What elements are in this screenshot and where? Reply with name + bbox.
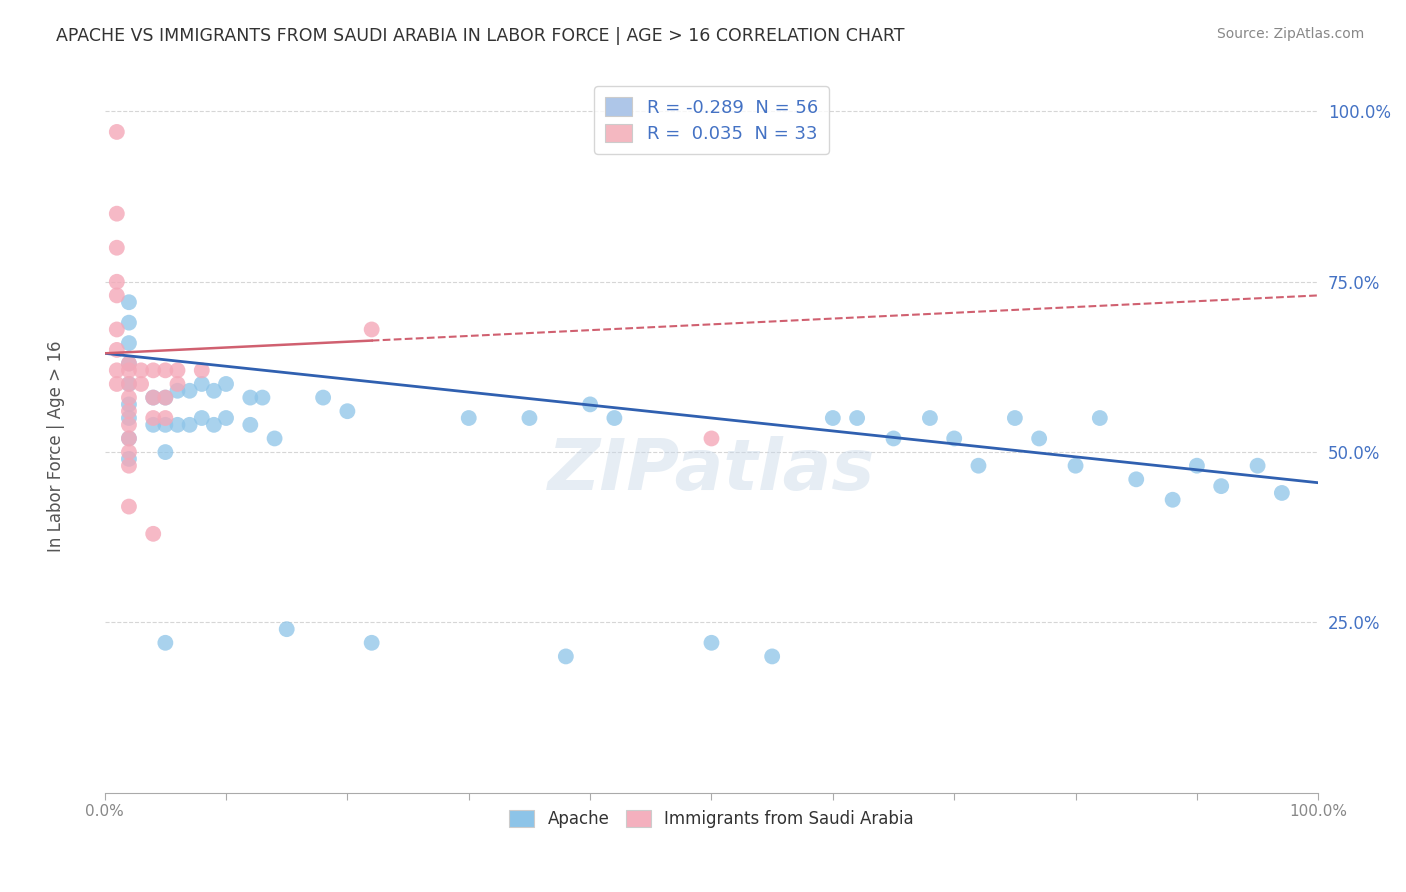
Point — [118, 391, 141, 405]
Point — [166, 417, 188, 432]
Point — [118, 432, 141, 446]
Point — [155, 411, 177, 425]
Text: ZIPatlas: ZIPatlas — [548, 436, 875, 505]
Point — [215, 376, 238, 391]
Point — [118, 445, 141, 459]
Point — [239, 391, 262, 405]
Point — [603, 411, 626, 425]
Point — [166, 363, 188, 377]
Legend: Apache, Immigrants from Saudi Arabia: Apache, Immigrants from Saudi Arabia — [502, 803, 921, 834]
Point — [554, 649, 576, 664]
Point — [883, 432, 905, 446]
Point — [263, 432, 285, 446]
Point — [118, 451, 141, 466]
Point — [105, 376, 128, 391]
Point — [821, 411, 844, 425]
Point — [179, 384, 201, 398]
Point — [118, 376, 141, 391]
Point — [155, 363, 177, 377]
Point — [179, 417, 201, 432]
Point — [1004, 411, 1026, 425]
Point — [579, 397, 602, 411]
Point — [118, 363, 141, 377]
Point — [142, 363, 165, 377]
Point — [1028, 432, 1050, 446]
Point — [105, 288, 128, 302]
Point — [166, 376, 188, 391]
Point — [1125, 472, 1147, 486]
Point — [118, 336, 141, 351]
Point — [142, 411, 165, 425]
Point — [155, 391, 177, 405]
Point — [118, 295, 141, 310]
Point — [215, 411, 238, 425]
Point — [155, 445, 177, 459]
Point — [105, 343, 128, 357]
Point — [336, 404, 359, 418]
Point — [457, 411, 479, 425]
Text: Source: ZipAtlas.com: Source: ZipAtlas.com — [1216, 27, 1364, 41]
Point — [118, 376, 141, 391]
Point — [118, 357, 141, 371]
Point — [943, 432, 966, 446]
Point — [155, 636, 177, 650]
Point — [1185, 458, 1208, 473]
Point — [761, 649, 783, 664]
Point — [191, 376, 214, 391]
Point — [967, 458, 990, 473]
Point — [202, 417, 225, 432]
Point — [118, 458, 141, 473]
Point — [519, 411, 541, 425]
Point — [1088, 411, 1111, 425]
Point — [166, 384, 188, 398]
Point — [360, 636, 382, 650]
Point — [155, 391, 177, 405]
Point — [118, 357, 141, 371]
Point — [191, 411, 214, 425]
Text: In Labor Force | Age > 16: In Labor Force | Age > 16 — [48, 340, 65, 552]
Point — [239, 417, 262, 432]
Point — [118, 500, 141, 514]
Point — [105, 241, 128, 255]
Point — [118, 411, 141, 425]
Point — [118, 404, 141, 418]
Point — [155, 417, 177, 432]
Point — [191, 363, 214, 377]
Text: APACHE VS IMMIGRANTS FROM SAUDI ARABIA IN LABOR FORCE | AGE > 16 CORRELATION CHA: APACHE VS IMMIGRANTS FROM SAUDI ARABIA I… — [56, 27, 904, 45]
Point — [312, 391, 335, 405]
Point — [105, 322, 128, 336]
Point — [118, 417, 141, 432]
Point — [129, 376, 152, 391]
Point — [252, 391, 274, 405]
Point — [142, 417, 165, 432]
Point — [1161, 492, 1184, 507]
Point — [1064, 458, 1087, 473]
Point — [918, 411, 941, 425]
Point — [105, 207, 128, 221]
Point — [202, 384, 225, 398]
Point — [700, 636, 723, 650]
Point — [118, 316, 141, 330]
Point — [846, 411, 869, 425]
Point — [118, 397, 141, 411]
Point — [360, 322, 382, 336]
Point — [142, 526, 165, 541]
Point — [1271, 486, 1294, 500]
Point — [700, 432, 723, 446]
Point — [129, 363, 152, 377]
Point — [1211, 479, 1233, 493]
Point — [142, 391, 165, 405]
Point — [276, 622, 298, 636]
Point — [105, 125, 128, 139]
Point — [105, 275, 128, 289]
Point — [118, 432, 141, 446]
Point — [142, 391, 165, 405]
Point — [1246, 458, 1268, 473]
Point — [105, 363, 128, 377]
